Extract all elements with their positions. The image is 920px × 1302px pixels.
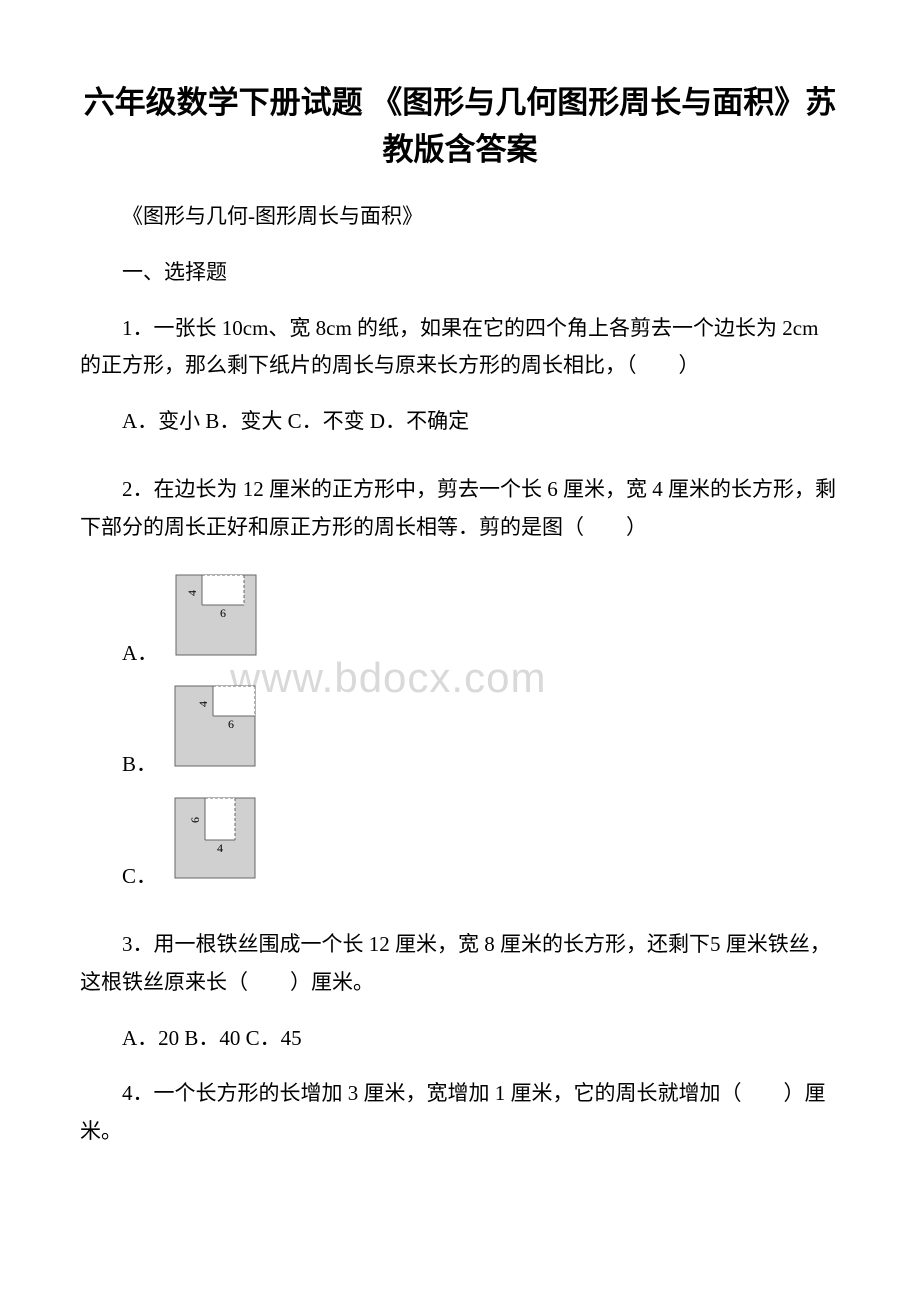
option-c-label: C． [122, 858, 157, 896]
svg-text:6: 6 [220, 606, 226, 620]
question-2-option-b: B． 6 4 [80, 676, 840, 784]
section-header: 一、选择题 [80, 254, 840, 292]
document-title: 六年级数学下册试题 《图形与几何图形周长与面积》苏教版含答案 [80, 80, 840, 173]
svg-text:6: 6 [188, 817, 202, 823]
question-3-options: A．20 B．40 C．45 [80, 1020, 840, 1058]
question-1-text: 1．一张长 10cm、宽 8cm 的纸，如果在它的四个角上各剪去一个边长为 2c… [80, 310, 840, 386]
figure-a: 6 4 [166, 565, 266, 673]
option-b-label: B． [122, 746, 157, 784]
question-2-text: 2．在边长为 12 厘米的正方形中，剪去一个长 6 厘米，宽 4 厘米的长方形，… [80, 471, 840, 547]
svg-text:4: 4 [217, 841, 223, 855]
question-3-text: 3．用一根铁丝围成一个长 12 厘米，宽 8 厘米的长方形，还剩下5 厘米铁丝，… [80, 926, 840, 1002]
question-1-options: A．变小 B．变大 C．不变 D．不确定 [80, 403, 840, 441]
figure-c: 4 6 [165, 788, 265, 896]
question-2-option-a: A． 6 4 [80, 565, 840, 673]
question-4-text: 4．一个长方形的长增加 3 厘米，宽增加 1 厘米，它的周长就增加（ ）厘米。 [80, 1075, 840, 1151]
document-content: 六年级数学下册试题 《图形与几何图形周长与面积》苏教版含答案 《图形与几何-图形… [80, 80, 840, 1151]
question-2-option-c: C． 4 6 [80, 788, 840, 896]
svg-text:4: 4 [185, 590, 199, 596]
document-subtitle: 《图形与几何-图形周长与面积》 [80, 198, 840, 236]
option-a-label: A． [122, 635, 158, 673]
svg-text:6: 6 [228, 717, 234, 731]
figure-b: 6 4 [165, 676, 265, 784]
svg-text:4: 4 [196, 701, 210, 707]
